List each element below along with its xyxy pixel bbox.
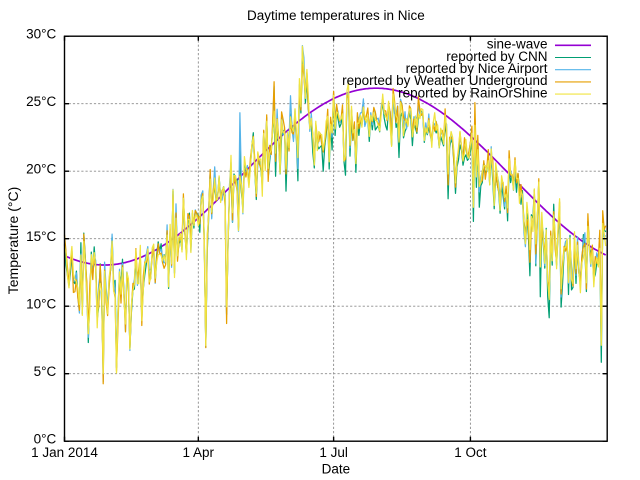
svg-text:0°C: 0°C: [34, 432, 57, 447]
svg-text:25°C: 25°C: [26, 94, 56, 109]
svg-text:20°C: 20°C: [26, 162, 56, 177]
svg-text:Temperature (°C): Temperature (°C): [5, 187, 21, 295]
svg-text:reported by RainOrShine: reported by RainOrShine: [398, 85, 547, 100]
svg-text:reported by CNN: reported by CNN: [446, 49, 547, 64]
svg-text:1 Apr: 1 Apr: [183, 445, 215, 460]
svg-text:1 Jul: 1 Jul: [319, 445, 348, 460]
svg-text:reported by Nice Airport: reported by Nice Airport: [406, 61, 548, 76]
svg-text:30°C: 30°C: [26, 27, 56, 42]
svg-text:Daytime temperatures in Nice: Daytime temperatures in Nice: [247, 8, 425, 23]
svg-text:5°C: 5°C: [34, 364, 57, 379]
svg-text:reported by Weather Undergroun: reported by Weather Underground: [342, 73, 547, 88]
svg-text:1 Jan 2014: 1 Jan 2014: [31, 445, 98, 460]
svg-text:Date: Date: [322, 461, 351, 476]
svg-text:1 Oct: 1 Oct: [454, 445, 487, 460]
svg-text:sine-wave: sine-wave: [487, 37, 548, 52]
svg-text:15°C: 15°C: [26, 229, 56, 244]
svg-text:10°C: 10°C: [26, 297, 56, 312]
